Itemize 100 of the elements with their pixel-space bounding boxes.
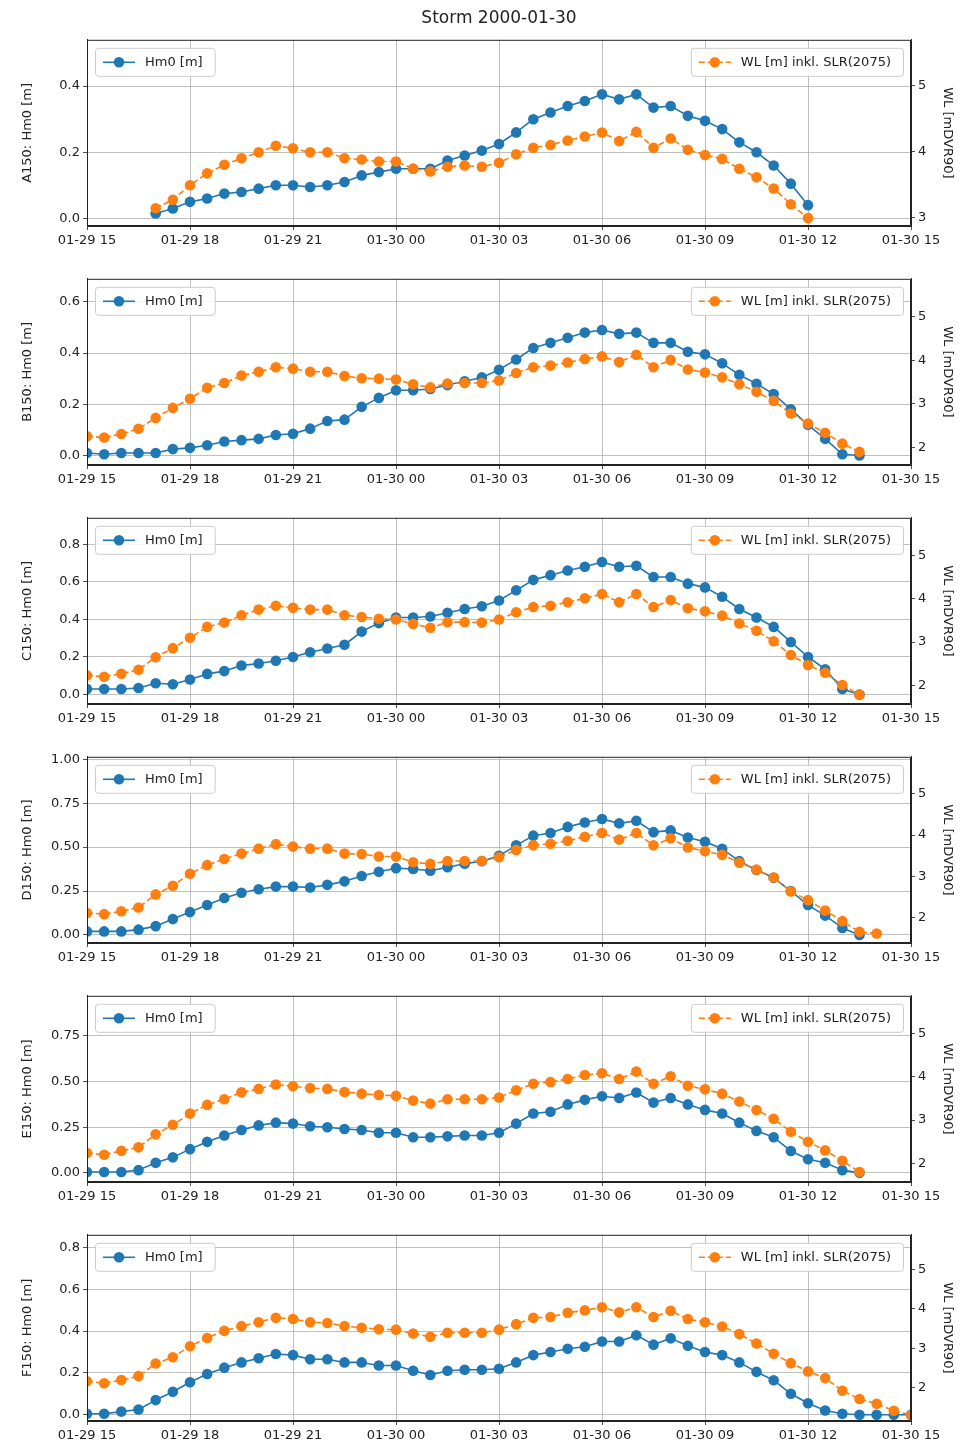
y-tick-label: 0.0 [59,209,80,225]
y2-tick-label: 5 [918,1260,927,1276]
x-tick-label: 01-29 15 [57,1427,117,1443]
x-tick-label: 01-30 12 [778,710,838,726]
x-tick-label: 01-30 03 [469,1427,529,1443]
y2-tick-label: 4 [918,1068,927,1084]
x-tick-label: 01-30 09 [675,1427,735,1443]
legend-label: WL [m] inkl. SLR(2075) [740,292,892,308]
x-tick-label: 01-30 03 [469,232,529,248]
y2-tick-label: 4 [918,1300,927,1316]
x-tick-label: 01-30 09 [675,232,735,248]
x-tick-label: 01-29 18 [160,710,220,726]
y2-tick-label: 2 [918,1378,927,1394]
y2-axis-title: WL [mDVR90] [940,1282,956,1374]
y2-tick-label: 3 [918,1111,927,1127]
x-tick-label: 01-30 09 [675,1188,735,1204]
y2-tick-label: 4 [918,351,927,367]
y-tick-label: 0.0 [59,446,80,462]
y2-tick-label: 3 [918,633,927,649]
y2-tick-label: 5 [918,785,927,801]
x-tick-label: 01-30 00 [366,1427,426,1443]
x-tick-label: 01-30 15 [881,232,941,248]
y-axis-title: D150: Hm0 [m] [19,799,35,901]
x-tick-label: 01-30 09 [675,710,735,726]
x-tick-label: 01-29 21 [263,949,323,965]
y-tick-label: 0.75 [51,794,80,810]
y2-tick-label: 2 [918,438,927,454]
x-tick-label: 01-29 21 [263,1188,323,1204]
y2-axis-title: WL [mDVR90] [940,87,956,179]
y2-tick-label: 5 [918,308,927,324]
legend-label: WL [m] inkl. SLR(2075) [740,53,892,69]
x-tick-label: 01-29 21 [263,710,323,726]
x-tick-label: 01-30 06 [572,232,632,248]
y2-tick-label: 2 [918,1154,927,1170]
y-tick-label: 0.4 [59,77,80,93]
x-tick-label: 01-29 15 [57,1188,117,1204]
y2-axis-title: WL [mDVR90] [940,1043,956,1135]
y-axis-title: C150: Hm0 [m] [19,560,35,661]
y-tick-label: 0.4 [59,344,80,360]
y2-tick-label: 2 [918,676,927,692]
chart-title: Storm 2000-01-30 [420,7,578,27]
x-tick-label: 01-30 03 [469,710,529,726]
y-axis-title: A150: Hm0 [m] [19,82,35,183]
x-tick-label: 01-30 12 [778,949,838,965]
y-tick-label: 0.75 [51,1027,80,1043]
x-tick-label: 01-30 09 [675,471,735,487]
y-tick-label: 0.50 [51,1072,80,1088]
x-tick-label: 01-30 00 [366,471,426,487]
y2-tick-label: 3 [918,1339,927,1355]
x-tick-label: 01-29 18 [160,471,220,487]
legend-label: Hm0 [m] [145,1009,203,1025]
y-tick-label: 0.2 [59,648,80,664]
y-tick-label: 0.25 [51,882,80,898]
y-tick-label: 0.6 [59,573,80,589]
y2-tick-label: 5 [918,546,927,562]
x-tick-label: 01-29 21 [263,471,323,487]
legend-label: WL [m] inkl. SLR(2075) [740,770,892,786]
y2-axis-title: WL [mDVR90] [940,326,956,418]
x-tick-label: 01-30 15 [881,1188,941,1204]
y-tick-label: 0.0 [59,685,80,701]
y2-tick-label: 5 [918,77,927,93]
y-tick-label: 0.2 [59,143,80,159]
x-tick-label: 01-30 06 [572,949,632,965]
y-tick-label: 1.00 [51,750,80,766]
x-tick-label: 01-30 12 [778,1188,838,1204]
x-tick-label: 01-29 18 [160,949,220,965]
x-tick-label: 01-30 15 [881,949,941,965]
y2-tick-label: 3 [918,395,927,411]
legend-label: Hm0 [m] [145,1248,203,1264]
legend-label: WL [m] inkl. SLR(2075) [740,1009,892,1025]
y-tick-label: 0.4 [59,1322,80,1338]
x-tick-label: 01-30 06 [572,1427,632,1443]
y2-tick-label: 4 [918,590,927,606]
y-axis-title: E150: Hm0 [m] [19,1039,35,1139]
y-tick-label: 0.8 [59,1238,80,1254]
legend-label: WL [m] inkl. SLR(2075) [740,1248,892,1264]
x-tick-label: 01-30 09 [675,949,735,965]
x-tick-label: 01-30 15 [881,1427,941,1443]
x-tick-label: 01-30 12 [778,1427,838,1443]
y-tick-label: 0.00 [51,1164,80,1180]
legend-label: Hm0 [m] [145,292,203,308]
legend-label: WL [m] inkl. SLR(2075) [740,531,892,547]
y-tick-label: 0.0 [59,1406,80,1422]
y2-tick-label: 5 [918,1024,927,1040]
x-tick-label: 01-30 06 [572,710,632,726]
y-axis-title: B150: Hm0 [m] [19,321,35,422]
y-tick-label: 0.2 [59,395,80,411]
x-tick-label: 01-29 18 [160,1188,220,1204]
x-tick-label: 01-30 15 [881,710,941,726]
legend-label: Hm0 [m] [145,770,203,786]
y-tick-label: 0.00 [51,926,80,942]
y-tick-label: 0.6 [59,1280,80,1296]
x-tick-label: 01-30 03 [469,471,529,487]
x-tick-label: 01-30 00 [366,710,426,726]
x-tick-label: 01-30 00 [366,232,426,248]
x-tick-label: 01-29 15 [57,232,117,248]
y2-tick-label: 4 [918,826,927,842]
x-tick-label: 01-30 03 [469,949,529,965]
x-tick-label: 01-29 21 [263,1427,323,1443]
x-tick-label: 01-30 12 [778,232,838,248]
